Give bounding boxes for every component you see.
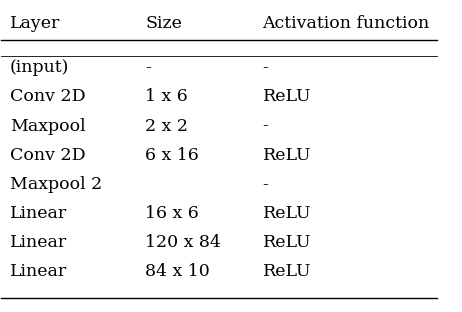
Text: ReLU: ReLU: [262, 88, 311, 105]
Text: -: -: [145, 59, 151, 76]
Text: Linear: Linear: [10, 263, 67, 280]
Text: ReLU: ReLU: [262, 147, 311, 163]
Text: Conv 2D: Conv 2D: [10, 147, 86, 163]
Text: -: -: [262, 59, 268, 76]
Text: Activation function: Activation function: [262, 15, 430, 32]
Text: 2 x 2: 2 x 2: [145, 118, 188, 134]
Text: Size: Size: [145, 15, 182, 32]
Text: 120 x 84: 120 x 84: [145, 234, 221, 251]
Text: Linear: Linear: [10, 205, 67, 222]
Text: -: -: [262, 118, 268, 134]
Text: 16 x 6: 16 x 6: [145, 205, 199, 222]
Text: Layer: Layer: [10, 15, 61, 32]
Text: 1 x 6: 1 x 6: [145, 88, 188, 105]
Text: ReLU: ReLU: [262, 263, 311, 280]
Text: Conv 2D: Conv 2D: [10, 88, 86, 105]
Text: -: -: [262, 176, 268, 193]
Text: Maxpool: Maxpool: [10, 118, 86, 134]
Text: ReLU: ReLU: [262, 205, 311, 222]
Text: 6 x 16: 6 x 16: [145, 147, 199, 163]
Text: (input): (input): [10, 59, 69, 76]
Text: ReLU: ReLU: [262, 234, 311, 251]
Text: Linear: Linear: [10, 234, 67, 251]
Text: Maxpool 2: Maxpool 2: [10, 176, 103, 193]
Text: 84 x 10: 84 x 10: [145, 263, 210, 280]
